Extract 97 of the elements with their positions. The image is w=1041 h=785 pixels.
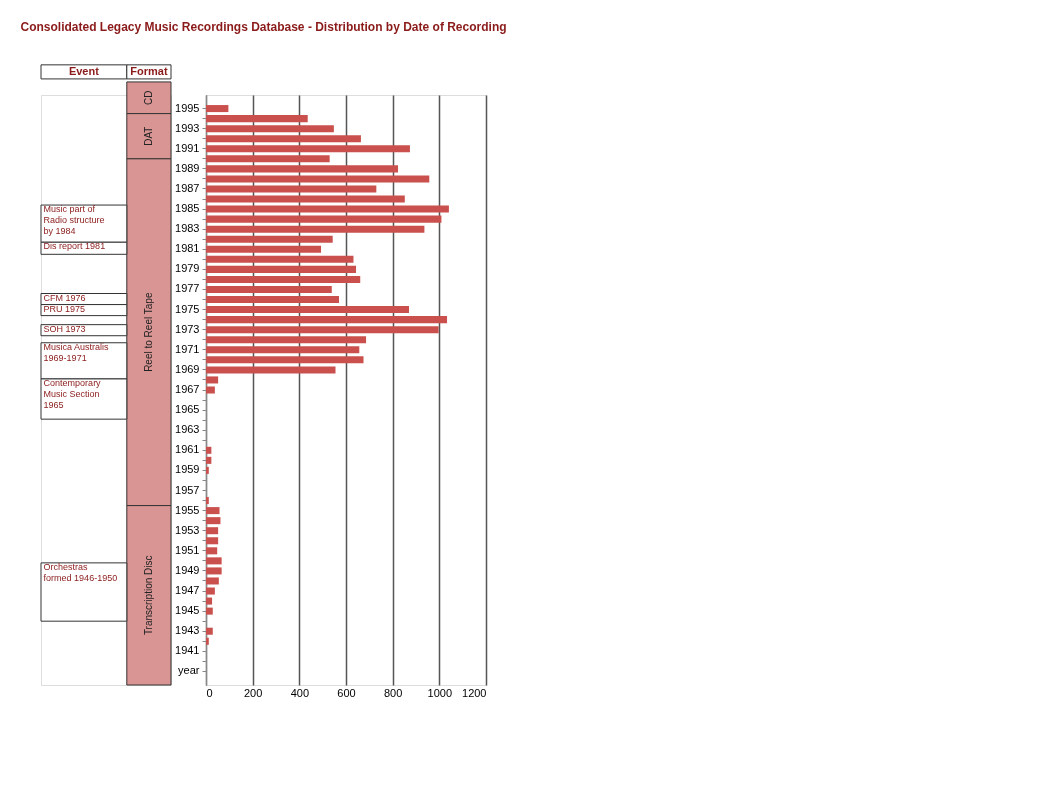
bar: [206, 577, 219, 585]
y-tick-label: 1971: [175, 342, 200, 355]
y-tick-label: 1945: [175, 604, 200, 617]
y-tick-label: 1955: [175, 503, 200, 516]
y-tick-label: 1995: [175, 101, 200, 114]
y-tick-label: 1951: [175, 543, 200, 556]
x-tick-label: 200: [243, 686, 263, 699]
x-tick-label: 400: [290, 686, 310, 699]
y-tick-label: 1947: [175, 584, 200, 597]
bar: [206, 316, 448, 324]
y-tick-label: 1965: [175, 403, 200, 416]
y-tick-label: 1979: [175, 262, 200, 275]
bar: [206, 456, 212, 464]
y-tick-label: 1983: [175, 222, 200, 235]
bar: [206, 366, 336, 374]
bar: [206, 376, 219, 384]
text: DAT: [142, 126, 154, 146]
bar: [206, 497, 209, 505]
y-tick-label: 1969: [175, 362, 200, 375]
text: Dis report 1981: [43, 241, 106, 252]
bar: [206, 195, 405, 203]
bar: [206, 155, 330, 163]
y-tick-label: 1993: [175, 121, 200, 134]
y-tick-label: 1991: [175, 141, 200, 154]
bar: [206, 185, 377, 193]
bar: [206, 215, 442, 223]
bar: [206, 296, 339, 304]
bar: [206, 135, 361, 143]
bar: [206, 557, 222, 565]
text: Reel to Reel Tape: [142, 292, 154, 372]
bar: [206, 567, 222, 575]
bar: [206, 346, 360, 354]
bar: [206, 326, 439, 334]
bar: [206, 336, 367, 344]
text: CFM 1976: [43, 292, 86, 303]
text: PRU 1975: [43, 303, 86, 314]
bar: [206, 306, 409, 314]
bar: [206, 446, 212, 454]
y-tick-label: 1953: [175, 523, 200, 536]
bar: [206, 597, 213, 605]
bar: [206, 105, 229, 113]
bar: [206, 245, 322, 253]
text: Format: [130, 64, 168, 77]
y-tick-label: 1987: [175, 181, 200, 194]
chart-title: Consolidated Legacy Music Recordings Database - Distribution by Date of Recording: [20, 19, 507, 34]
bar: [206, 115, 308, 123]
bar: [206, 507, 220, 515]
text: CD: [142, 90, 154, 105]
x-tick-label: 0: [206, 686, 213, 699]
text: Transcription Disc: [142, 555, 154, 636]
bar: [206, 145, 410, 153]
text: Musica Australis 1969-1971: [43, 341, 110, 363]
text: Contemporary Music Section 1965: [43, 377, 102, 410]
y-tick-label: 1941: [175, 644, 200, 657]
text: Event: [68, 64, 100, 77]
y-tick-label: 1967: [175, 383, 200, 395]
y-tick-label: 1975: [175, 302, 200, 315]
y-tick-label: 1989: [175, 161, 200, 174]
bar: [206, 165, 399, 173]
bar: [206, 517, 221, 525]
bar: [206, 356, 364, 364]
bar: [206, 125, 334, 133]
y-tick-label: 1963: [175, 423, 200, 436]
bar: [206, 637, 209, 645]
x-tick-label: 1000: [427, 686, 453, 699]
bar: [206, 205, 449, 213]
y-tick-label: 1973: [175, 322, 200, 335]
text: Orchestras formed 1946-1950: [43, 561, 118, 583]
bar: [206, 466, 209, 474]
bar: [206, 235, 333, 243]
bar: [206, 587, 215, 595]
bar: [206, 547, 218, 555]
y-tick-label: 1959: [175, 463, 200, 476]
y-tick-label: 1943: [175, 624, 200, 637]
y-tick-label: 1977: [175, 282, 200, 295]
bar: [206, 255, 354, 263]
bar: [206, 627, 213, 635]
x-tick-label: 600: [337, 686, 356, 699]
y-tick-label: 1949: [175, 563, 200, 576]
bar: [206, 386, 215, 394]
y-tick-label: 1957: [175, 483, 200, 496]
y-tick-label: 1961: [175, 443, 200, 456]
bar: [206, 607, 213, 615]
bar: [206, 285, 332, 294]
bar: [206, 225, 425, 233]
x-tick-label: 1200: [462, 686, 487, 699]
bar: [206, 537, 219, 545]
y-tick-label: year: [178, 664, 200, 677]
bar: [206, 175, 430, 183]
bar: [206, 527, 219, 535]
y-tick-label: 1981: [175, 242, 200, 255]
bar: [206, 265, 357, 273]
y-tick-label: 1985: [175, 202, 200, 215]
x-tick-label: 800: [383, 686, 403, 699]
text: Music part of Radio structure by 1984: [43, 204, 105, 237]
text: SOH 1973: [43, 323, 86, 334]
bar: [206, 275, 361, 283]
